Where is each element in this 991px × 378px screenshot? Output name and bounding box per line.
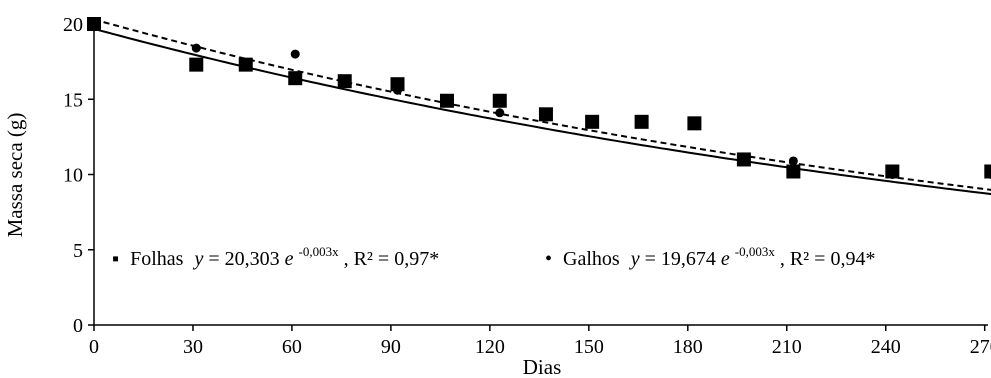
x-tick-label: 120 xyxy=(475,336,505,358)
point-galhos xyxy=(887,170,897,179)
x-tick-label: 180 xyxy=(673,336,703,358)
x-tick-label: 30 xyxy=(183,336,203,358)
x-tick-label: 90 xyxy=(381,336,401,358)
point-folhas xyxy=(984,164,991,179)
point-galhos xyxy=(637,117,647,127)
x-tick-label: 0 xyxy=(89,336,99,358)
point-galhos xyxy=(541,109,551,119)
legend-folhas-base: e xyxy=(285,248,294,270)
point-folhas xyxy=(189,57,204,72)
point-galhos xyxy=(392,85,402,95)
legend-galhos-coef: = 19,674 xyxy=(645,248,716,270)
axes: 0 5 10 15 20 0 30 60 90 120 150 180 210 240 270 xyxy=(63,14,991,358)
point-folhas xyxy=(288,71,303,86)
x-tick-label: 270 xyxy=(970,336,991,358)
legend-galhos-label: Galhos xyxy=(563,248,620,270)
y-tick-label: 15 xyxy=(63,89,83,111)
point-galhos xyxy=(89,19,99,29)
point-galhos xyxy=(290,49,300,59)
legend-folhas-exponent: -0,003x xyxy=(299,244,340,259)
legend-folhas-r2: , R² = 0,97* xyxy=(344,248,440,270)
point-galhos xyxy=(739,154,749,164)
point-folhas xyxy=(786,164,801,179)
x-tick-label: 210 xyxy=(772,336,802,358)
legend-folhas-yvar: y xyxy=(192,248,203,270)
legend-galhos-r2: , R² = 0,94* xyxy=(780,248,876,270)
point-galhos xyxy=(689,118,699,128)
point-galhos xyxy=(191,43,201,53)
point-galhos xyxy=(340,76,350,86)
legend-folhas-coef: = 20,303 xyxy=(208,248,279,270)
y-tick-label: 20 xyxy=(63,14,83,36)
legend-entry-galhos: • Galhos y = 19,674 e -0,003x , R² = 0,9… xyxy=(545,239,875,270)
y-tick-label: 0 xyxy=(73,315,83,337)
y-tick-label: 10 xyxy=(63,165,83,187)
point-galhos xyxy=(788,156,798,166)
y-axis-title: Massa seca (g) xyxy=(3,113,27,238)
legend-folhas-marker: ▪ xyxy=(112,248,119,270)
x-tick-label: 150 xyxy=(574,336,604,358)
point-galhos xyxy=(495,108,505,118)
point-folhas xyxy=(492,93,507,108)
legend-galhos-marker: • xyxy=(545,248,552,270)
data-points xyxy=(87,17,991,179)
point-galhos xyxy=(241,60,251,70)
legend: ▪ Folhas y = 20,303 e -0,003x , R² = 0,9… xyxy=(112,239,875,270)
point-galhos xyxy=(442,96,452,106)
legend-galhos-yvar: y xyxy=(629,248,640,270)
legend-entry-folhas: ▪ Folhas y = 20,303 e -0,003x , R² = 0,9… xyxy=(112,239,439,270)
x-tick-label: 240 xyxy=(871,336,901,358)
fit-lines xyxy=(93,18,991,196)
point-galhos xyxy=(587,117,597,127)
y-tick-label: 5 xyxy=(73,240,83,262)
fit-line-folhas xyxy=(93,18,991,191)
x-axis-title: Dias xyxy=(523,355,562,378)
legend-folhas-label: Folhas xyxy=(130,248,184,270)
point-galhos xyxy=(986,170,991,179)
x-tick-label: 60 xyxy=(282,336,302,358)
legend-galhos-exponent: -0,003x xyxy=(735,244,776,259)
legend-galhos-base: e xyxy=(721,248,730,270)
